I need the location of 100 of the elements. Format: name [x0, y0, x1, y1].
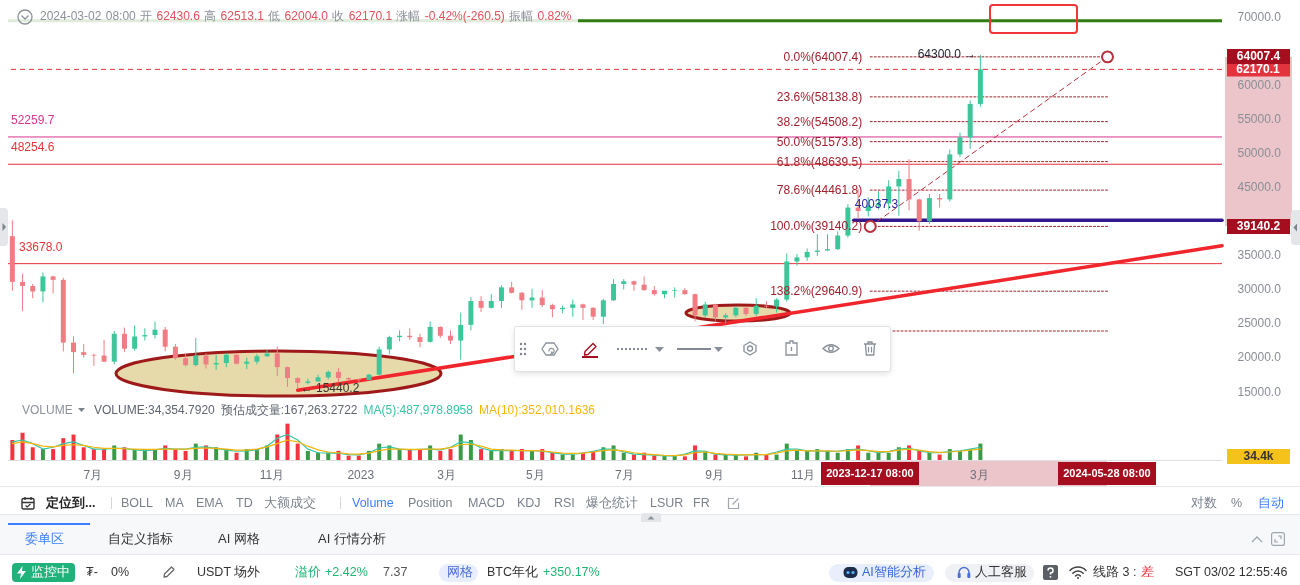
bar — [866, 452, 871, 460]
series-label: 78.6%(44461.8) — [776, 183, 863, 198]
x-tick-label: 11月 — [259, 467, 285, 482]
ref-line-label: 48254.6 — [11, 140, 55, 155]
text: RSI — [554, 495, 575, 511]
text: AI 网格 — [218, 531, 260, 547]
text: ₮- — [86, 564, 98, 580]
text: FR — [693, 495, 710, 511]
bar — [479, 449, 484, 460]
candlestick — [906, 158, 912, 211]
bar — [876, 452, 881, 460]
text: VOLUME:34,354.7920 — [94, 402, 215, 418]
candlestick — [580, 303, 586, 321]
candlestick — [132, 325, 138, 352]
series-label: 23.6%(58138.8) — [776, 89, 863, 104]
text: 监控中 — [31, 564, 70, 580]
text: MA(5):487,978.8958 — [363, 402, 473, 418]
bar — [10, 440, 15, 460]
text: LSUR — [650, 495, 684, 511]
bar — [744, 456, 749, 460]
bar — [346, 455, 351, 460]
candlestick — [672, 286, 678, 299]
bar — [764, 454, 769, 460]
candlestick — [692, 293, 698, 322]
candlestick — [427, 320, 433, 344]
x-tick-label: 11月 — [791, 467, 816, 482]
text: 委单区 — [25, 531, 64, 547]
text: AI 行情分析 — [318, 531, 386, 547]
candlestick — [957, 132, 963, 158]
text: MA — [165, 495, 184, 511]
annotation: 64300.0 → — [917, 46, 977, 61]
candlestick — [121, 327, 127, 353]
candlestick — [20, 273, 26, 312]
candlestick — [804, 248, 810, 262]
bar — [91, 449, 96, 460]
text: 预估成交量:167,263.2722 — [220, 402, 358, 418]
text: 大额成交 — [264, 495, 316, 511]
candlestick — [91, 353, 97, 367]
bar — [122, 447, 127, 460]
bar — [407, 449, 412, 460]
text: EMA — [196, 495, 224, 511]
text: 0% — [111, 564, 130, 580]
bar — [917, 450, 922, 460]
text: 线路 3 : — [1093, 564, 1137, 580]
bar — [652, 455, 657, 460]
bar — [142, 450, 147, 460]
text: 自定义指标 — [108, 531, 173, 547]
x-tick-label: 7月 — [614, 467, 634, 482]
text: SGT 03/02 12:55:46 — [1175, 564, 1288, 580]
bar — [417, 449, 422, 460]
candlestick — [468, 296, 474, 331]
bar — [285, 423, 290, 460]
candlestick — [162, 326, 168, 352]
series-label: 50.0%(51573.8) — [776, 134, 863, 149]
bar — [489, 450, 494, 460]
candlestick — [50, 275, 56, 294]
text: BOLL — [121, 495, 153, 511]
bar — [550, 452, 555, 460]
bar — [621, 452, 626, 460]
y-tick-label: 70000.0 — [1237, 9, 1282, 24]
text: 64007.4 — [1227, 49, 1290, 65]
bar — [713, 454, 718, 460]
y-tick-label: 25000.0 — [1237, 316, 1282, 331]
y-tick-label: 50000.0 — [1237, 145, 1282, 160]
text: 定位到... — [46, 495, 96, 511]
text: +350.17% — [543, 564, 600, 580]
text: MA(10):352,010.1636 — [478, 402, 595, 418]
candlestick — [896, 170, 902, 217]
bar — [448, 449, 453, 460]
bar — [805, 450, 810, 460]
text: % — [1231, 495, 1243, 511]
text: 网格 — [447, 564, 473, 580]
bar — [51, 449, 56, 460]
candlestick — [916, 198, 922, 232]
y-tick-label: 20000.0 — [1237, 350, 1282, 365]
text: Position — [408, 495, 453, 511]
bar — [519, 449, 524, 460]
candlestick — [152, 320, 158, 339]
text: MACD — [468, 495, 505, 511]
x-tick-label: 9月 — [173, 467, 193, 482]
candlestick — [284, 365, 290, 388]
bar — [794, 450, 799, 460]
ref-line-label: 62170.1 — [1236, 62, 1281, 77]
text: 差 — [1141, 564, 1154, 580]
bar — [927, 452, 932, 460]
x-tick-label: 3月 — [437, 467, 456, 482]
bar — [356, 455, 361, 460]
candlestick — [600, 298, 606, 325]
candlestick — [101, 339, 107, 363]
text: 溢价 — [295, 564, 321, 580]
bar — [631, 454, 636, 460]
candlestick — [386, 335, 392, 355]
y-tick-label: 55000.0 — [1237, 111, 1282, 126]
candlestick — [926, 193, 932, 225]
y-tick-label: 15000.0 — [1237, 384, 1282, 399]
bar — [295, 443, 300, 460]
text: KDJ — [517, 495, 541, 511]
text: 人工客服 — [975, 564, 1027, 580]
y-tick-label: 45000.0 — [1237, 179, 1282, 194]
candlestick — [641, 275, 647, 292]
